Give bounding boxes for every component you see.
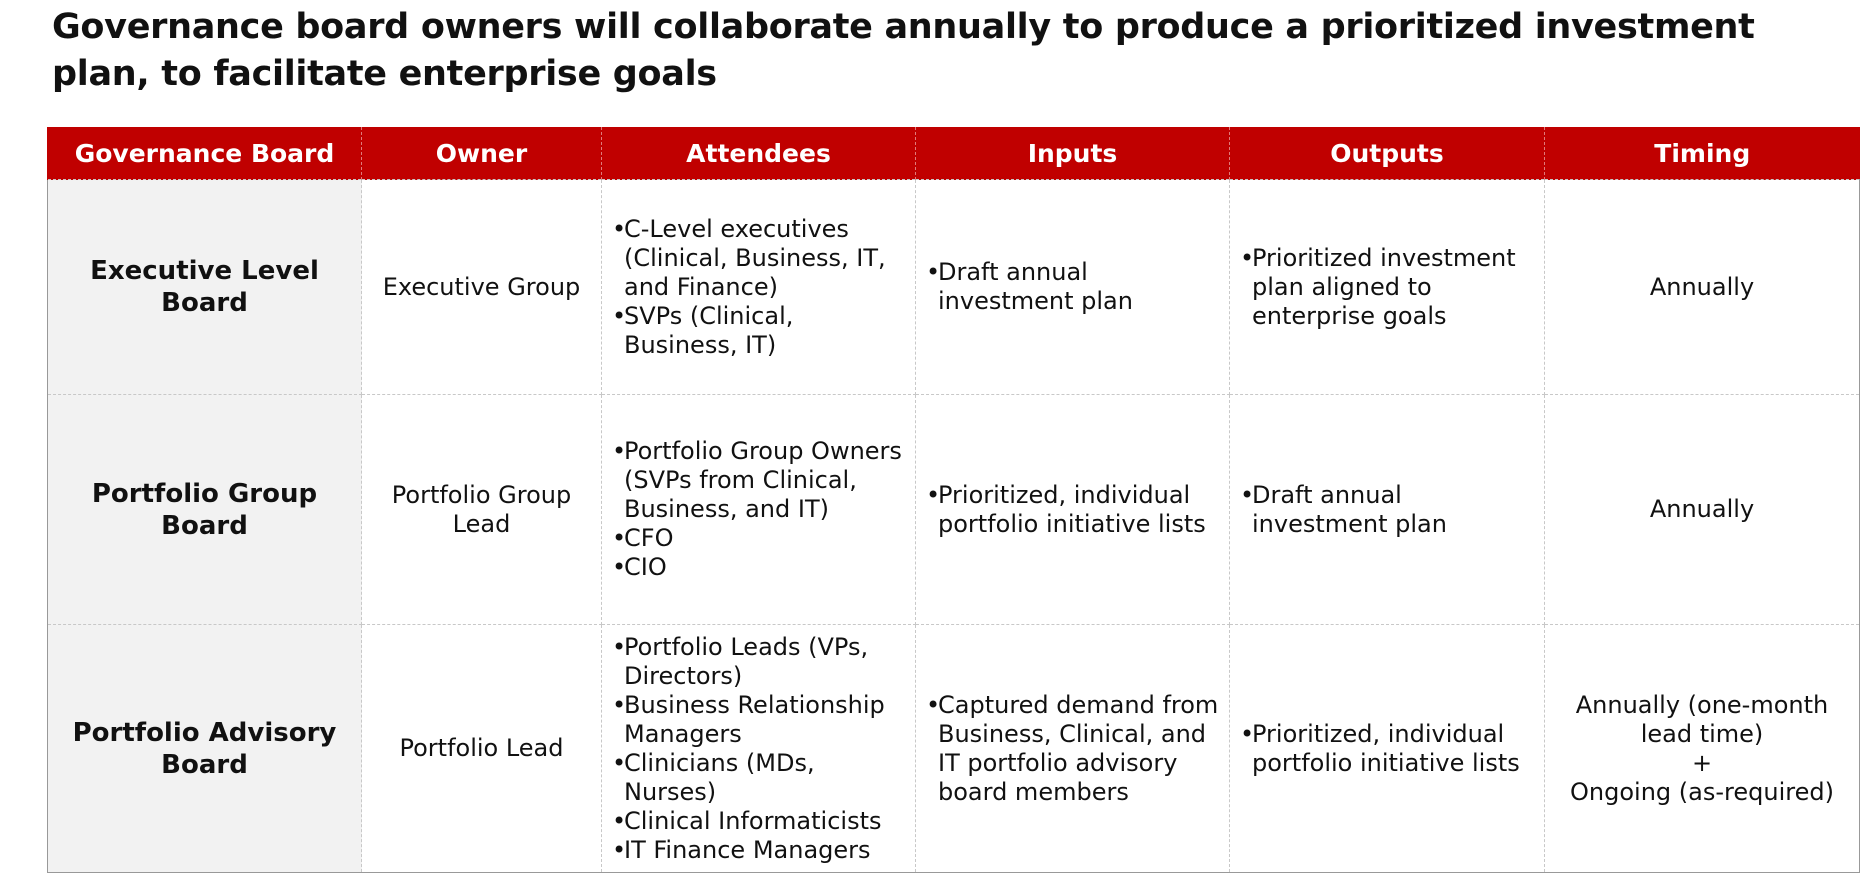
inputs-cell: Draft annual investment plan [915, 179, 1230, 395]
attendees-cell: Portfolio Leads (VPs, Directors) Busines… [601, 624, 916, 873]
table-header-row: Governance Board Owner Attendees Inputs … [47, 127, 1860, 180]
timing-text: Annually (one-month lead time) [1575, 690, 1829, 748]
attendee-item: Portfolio Group Owners (SVPs from Clinic… [612, 437, 907, 524]
header-outputs: Outputs [1229, 127, 1545, 180]
outputs-cell: Prioritized investment plan aligned to e… [1229, 179, 1545, 395]
governance-table: Governance Board Owner Attendees Inputs … [47, 127, 1860, 873]
inputs-cell: Captured demand from Business, Clinical,… [915, 624, 1230, 873]
timing-text: Ongoing (as-required) [1570, 777, 1834, 806]
header-inputs: Inputs [915, 127, 1230, 180]
owner-cell: Portfolio Group Lead [361, 394, 602, 625]
owner-cell: Executive Group [361, 179, 602, 395]
input-item: Prioritized, individual portfolio initia… [926, 481, 1221, 539]
output-item: Draft annual investment plan [1240, 481, 1536, 539]
header-owner: Owner [361, 127, 602, 180]
board-name: Portfolio Advisory Board [47, 624, 362, 873]
board-name: Executive Level Board [47, 179, 362, 395]
attendee-item: Portfolio Leads (VPs, Directors) [612, 633, 907, 691]
input-item: Captured demand from Business, Clinical,… [926, 691, 1221, 807]
attendee-item: CFO [612, 524, 907, 553]
board-name: Portfolio Group Board [47, 394, 362, 625]
header-governance-board: Governance Board [47, 127, 362, 180]
outputs-cell: Draft annual investment plan [1229, 394, 1545, 625]
timing-text: Annually [1649, 272, 1755, 301]
page-title: Governance board owners will collaborate… [52, 7, 1755, 94]
timing-cell: Annually [1544, 394, 1860, 625]
attendee-item: CIO [612, 553, 907, 582]
timing-cell: Annually (one-month lead time) + Ongoing… [1544, 624, 1860, 873]
table-row: Portfolio Group Board Portfolio Group Le… [47, 394, 1860, 625]
attendee-item: C-Level executives (Clinical, Business, … [612, 215, 907, 302]
output-item: Prioritized investment plan aligned to e… [1240, 244, 1536, 331]
attendee-item: Clinical Informaticists [612, 807, 907, 836]
input-item: Draft annual investment plan [926, 258, 1221, 316]
inputs-cell: Prioritized, individual portfolio initia… [915, 394, 1230, 625]
outputs-cell: Prioritized, individual portfolio initia… [1229, 624, 1545, 873]
timing-plus: + [1691, 748, 1713, 777]
timing-cell: Annually [1544, 179, 1860, 395]
attendee-item: Clinicians (MDs, Nurses) [612, 749, 907, 807]
header-attendees: Attendees [601, 127, 916, 180]
attendee-item: Business Relationship Managers [612, 691, 907, 749]
owner-cell: Portfolio Lead [361, 624, 602, 873]
attendee-item: IT Finance Managers [612, 836, 907, 865]
table-row: Executive Level Board Executive Group C-… [47, 179, 1860, 395]
attendees-cell: C-Level executives (Clinical, Business, … [601, 179, 916, 395]
table-row: Portfolio Advisory Board Portfolio Lead … [47, 624, 1860, 873]
attendee-item: SVPs (Clinical, Business, IT) [612, 302, 907, 360]
output-item: Prioritized, individual portfolio initia… [1240, 720, 1536, 778]
timing-text: Annually [1649, 495, 1755, 523]
header-timing: Timing [1544, 127, 1860, 180]
attendees-cell: Portfolio Group Owners (SVPs from Clinic… [601, 394, 916, 625]
